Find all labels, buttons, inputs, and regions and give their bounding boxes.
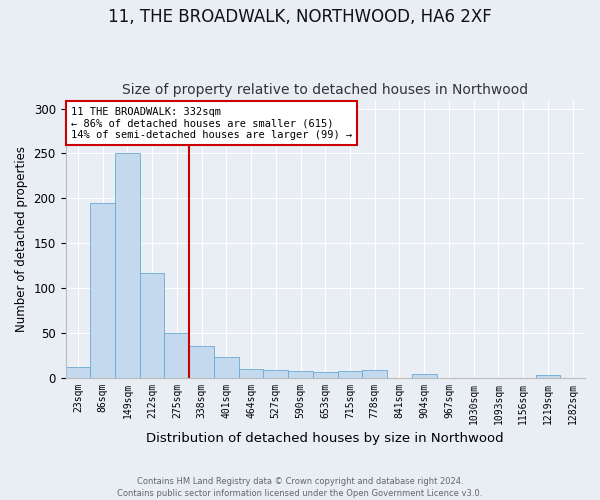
Bar xyxy=(412,374,437,378)
Bar xyxy=(189,346,214,378)
Bar xyxy=(140,272,164,378)
Bar xyxy=(65,367,90,378)
Bar xyxy=(313,372,338,378)
Bar xyxy=(536,375,560,378)
Text: Contains HM Land Registry data © Crown copyright and database right 2024.
Contai: Contains HM Land Registry data © Crown c… xyxy=(118,476,482,498)
Bar xyxy=(239,368,263,378)
Text: 11 THE BROADWALK: 332sqm
← 86% of detached houses are smaller (615)
14% of semi-: 11 THE BROADWALK: 332sqm ← 86% of detach… xyxy=(71,106,352,140)
Bar xyxy=(288,372,313,378)
X-axis label: Distribution of detached houses by size in Northwood: Distribution of detached houses by size … xyxy=(146,432,504,445)
Bar xyxy=(90,202,115,378)
Bar xyxy=(164,333,189,378)
Bar xyxy=(362,370,387,378)
Bar xyxy=(263,370,288,378)
Y-axis label: Number of detached properties: Number of detached properties xyxy=(15,146,28,332)
Bar xyxy=(214,357,239,378)
Bar xyxy=(115,154,140,378)
Text: 11, THE BROADWALK, NORTHWOOD, HA6 2XF: 11, THE BROADWALK, NORTHWOOD, HA6 2XF xyxy=(108,8,492,26)
Bar xyxy=(338,370,362,378)
Title: Size of property relative to detached houses in Northwood: Size of property relative to detached ho… xyxy=(122,83,529,97)
